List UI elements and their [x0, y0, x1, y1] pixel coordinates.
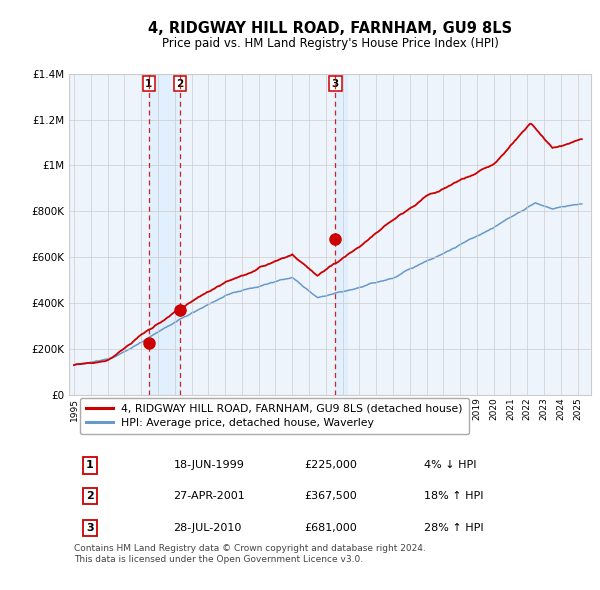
Text: 28-JUL-2010: 28-JUL-2010 [173, 523, 242, 533]
Text: 4% ↓ HPI: 4% ↓ HPI [424, 460, 476, 470]
Text: £681,000: £681,000 [304, 523, 356, 533]
Text: 2: 2 [176, 78, 184, 88]
Text: 1: 1 [86, 460, 94, 470]
Text: £225,000: £225,000 [304, 460, 357, 470]
Text: 2: 2 [86, 491, 94, 501]
Text: 18-JUN-1999: 18-JUN-1999 [173, 460, 244, 470]
Bar [149, 74, 180, 395]
Text: 4, RIDGWAY HILL ROAD, FARNHAM, GU9 8LS: 4, RIDGWAY HILL ROAD, FARNHAM, GU9 8LS [148, 21, 512, 35]
Text: 27-APR-2001: 27-APR-2001 [173, 491, 245, 501]
Text: 28% ↑ HPI: 28% ↑ HPI [424, 523, 484, 533]
Text: 18% ↑ HPI: 18% ↑ HPI [424, 491, 484, 501]
Bar [335, 74, 347, 395]
Text: Price paid vs. HM Land Registry's House Price Index (HPI): Price paid vs. HM Land Registry's House … [161, 37, 499, 50]
Text: 1: 1 [145, 78, 152, 88]
Text: £367,500: £367,500 [304, 491, 356, 501]
Text: Contains HM Land Registry data © Crown copyright and database right 2024.
This d: Contains HM Land Registry data © Crown c… [74, 544, 426, 563]
Text: 3: 3 [86, 523, 94, 533]
Legend: 4, RIDGWAY HILL ROAD, FARNHAM, GU9 8LS (detached house), HPI: Average price, det: 4, RIDGWAY HILL ROAD, FARNHAM, GU9 8LS (… [80, 398, 469, 434]
Text: 3: 3 [332, 78, 339, 88]
